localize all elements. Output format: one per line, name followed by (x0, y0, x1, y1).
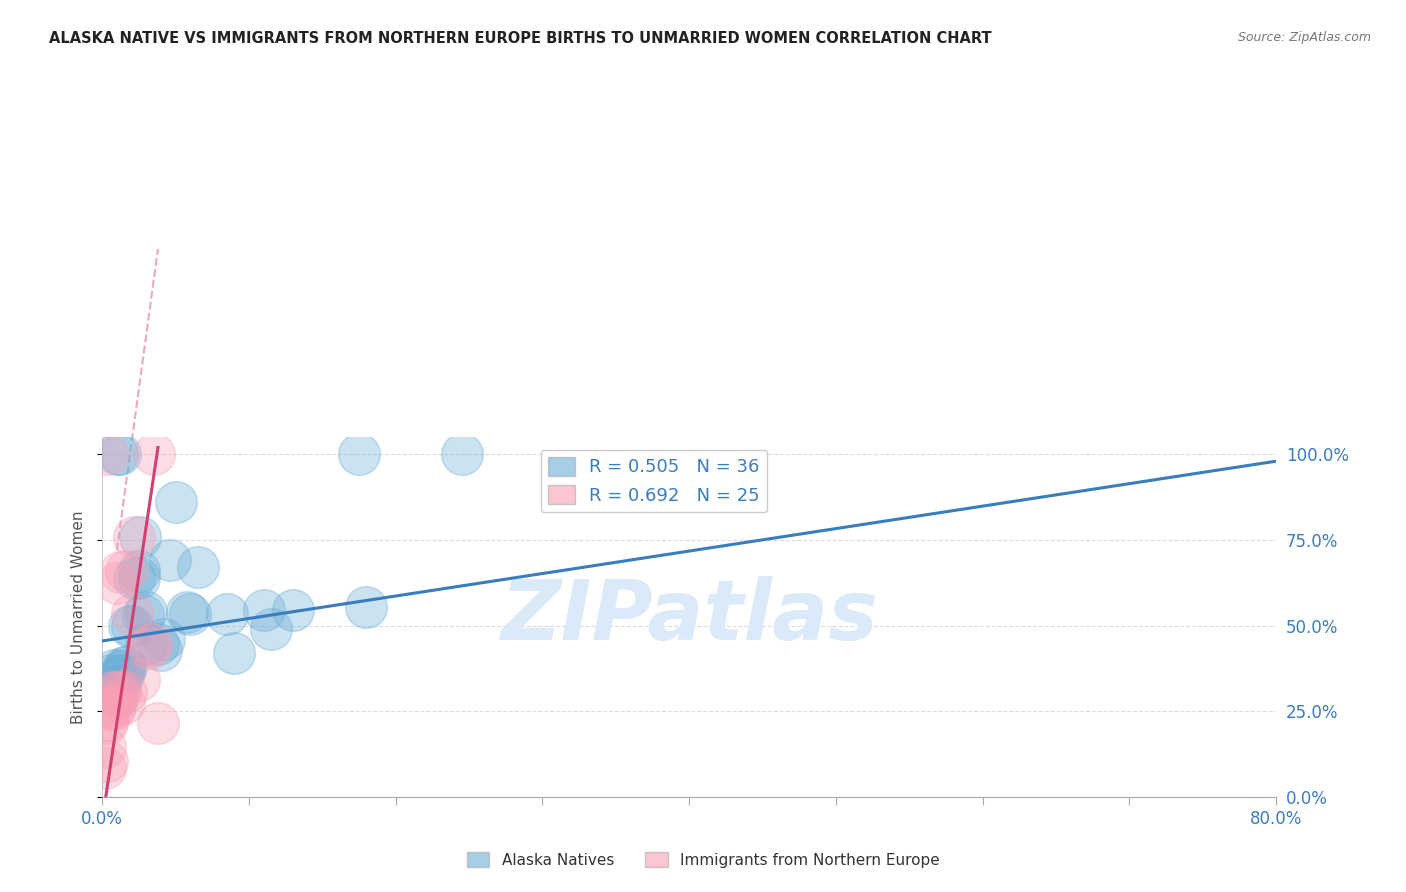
Point (347, 447, 370, 461)
Point (146, 716, 169, 731)
Point (138, 640, 160, 655)
Point (132, 608, 155, 623)
Point (135, 637, 157, 651)
Point (117, 618, 139, 632)
Point (98, 668, 121, 682)
Point (94, 740, 117, 755)
Point (281, 603, 304, 617)
Point (111, 668, 134, 682)
Point (105, 447, 128, 461)
Point (96, 716, 118, 731)
Point (224, 646, 246, 660)
Point (176, 605, 198, 619)
Point (260, 622, 283, 636)
Legend: Alaska Natives, Immigrants from Northern Europe: Alaska Natives, Immigrants from Northern… (460, 846, 946, 873)
Point (187, 560, 209, 574)
Point (129, 529, 152, 543)
Y-axis label: Births to Unmarried Women: Births to Unmarried Women (72, 510, 86, 723)
Point (124, 529, 146, 543)
Point (112, 659, 135, 673)
Point (112, 696, 135, 710)
Point (96, 754, 118, 768)
Point (108, 668, 131, 682)
Point (114, 564, 136, 578)
Point (108, 566, 131, 580)
Point (96, 447, 118, 461)
Point (124, 571, 146, 585)
Text: ALASKA NATIVE VS IMMIGRANTS FROM NORTHERN EUROPE BIRTHS TO UNMARRIED WOMEN CORRE: ALASKA NATIVE VS IMMIGRANTS FROM NORTHER… (49, 31, 991, 46)
Point (114, 659, 136, 673)
Point (121, 618, 143, 632)
Point (159, 553, 181, 567)
Point (104, 698, 127, 713)
Point (165, 495, 187, 509)
Point (128, 673, 150, 688)
Point (108, 447, 131, 461)
Point (114, 685, 136, 699)
Point (94, 761, 117, 775)
Point (108, 678, 131, 692)
Point (179, 607, 201, 621)
Point (356, 599, 378, 614)
Text: Source: ZipAtlas.com: Source: ZipAtlas.com (1237, 31, 1371, 45)
Point (105, 685, 128, 699)
Point (121, 607, 143, 621)
Point (252, 603, 274, 617)
Point (135, 605, 157, 619)
Point (101, 685, 124, 699)
Point (96, 713, 118, 727)
Point (98, 702, 121, 716)
Point (105, 690, 128, 705)
Point (149, 642, 172, 657)
Point (105, 575, 128, 590)
Legend: R = 0.505   N = 36, R = 0.692   N = 25: R = 0.505 N = 36, R = 0.692 N = 25 (541, 450, 768, 512)
Point (153, 632, 176, 647)
Point (215, 607, 238, 621)
Point (112, 663, 135, 677)
Point (103, 663, 125, 677)
Text: ZIPatlas: ZIPatlas (501, 576, 879, 657)
Point (146, 637, 169, 651)
Point (100, 696, 122, 710)
Point (128, 564, 150, 578)
Point (139, 637, 162, 651)
Point (142, 447, 165, 461)
Point (103, 702, 125, 716)
Point (108, 685, 131, 699)
Point (128, 571, 150, 585)
Point (450, 447, 472, 461)
